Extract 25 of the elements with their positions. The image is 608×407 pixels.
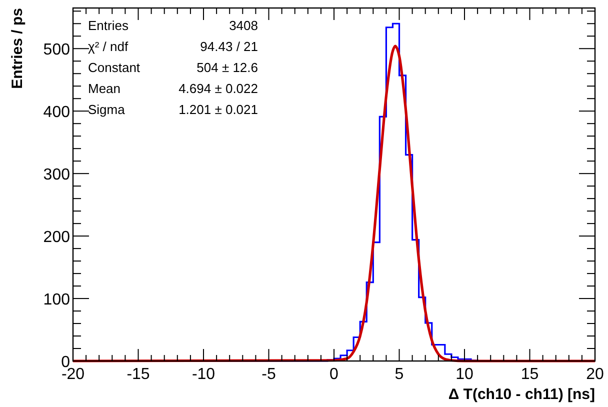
x-tick-label: 15	[520, 366, 539, 383]
x-tick-label: -5	[262, 366, 276, 383]
x-axis-title: Δ T(ch10 - ch11) [ns]	[448, 386, 595, 403]
x-tick-label: -10	[192, 366, 216, 383]
x-tick-label: 5	[394, 366, 404, 383]
y-axis-title: Entries / ps	[9, 8, 26, 89]
annotation: Sigma	[88, 102, 126, 117]
annotation: 1.201 ± 0.021	[178, 102, 258, 117]
annotation: χ² / ndf	[88, 39, 128, 54]
y-tick-label: 400	[43, 104, 70, 122]
annotation: 3408	[229, 18, 258, 33]
x-tick-label: -15	[126, 366, 150, 383]
annotation: 504 ± 12.6	[196, 60, 258, 75]
annotation: Constant	[88, 60, 140, 75]
y-tick-label: 200	[43, 229, 70, 246]
x-tick-label: 10	[456, 366, 474, 383]
y-tick-label: 500	[43, 42, 70, 59]
x-tick-label: 0	[330, 366, 339, 383]
annotation: 94.43 / 21	[200, 39, 258, 54]
y-tick-label: 300	[43, 166, 70, 184]
annotation: 4.694 ± 0.022	[178, 81, 258, 96]
x-tick-label: 20	[586, 366, 604, 383]
annotation: Mean	[88, 81, 121, 96]
annotation: Entries	[88, 18, 129, 33]
y-tick-label: 100	[43, 292, 70, 309]
